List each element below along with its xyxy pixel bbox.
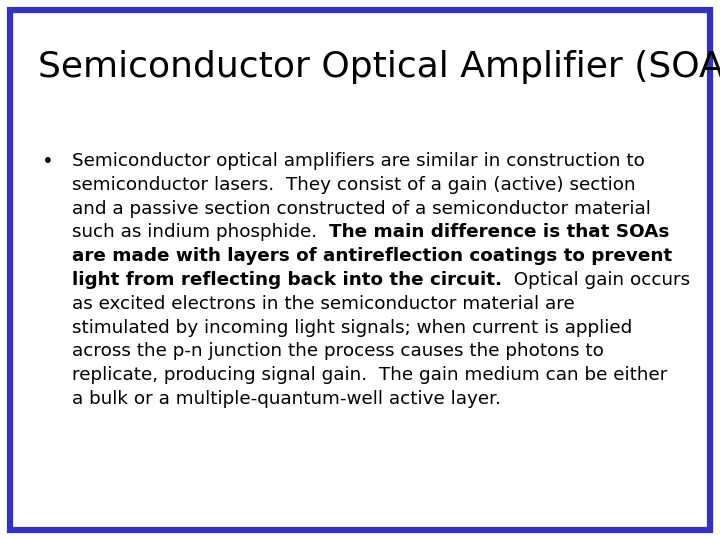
Text: light from reflecting back into the circuit.: light from reflecting back into the circ… — [72, 271, 502, 289]
Text: semiconductor lasers.  They consist of a gain (active) section: semiconductor lasers. They consist of a … — [72, 176, 636, 194]
Text: Semiconductor optical amplifiers are similar in construction to: Semiconductor optical amplifiers are sim… — [72, 152, 645, 170]
Text: such as indium phosphide.: such as indium phosphide. — [72, 224, 329, 241]
Text: replicate, producing signal gain.  The gain medium can be either: replicate, producing signal gain. The ga… — [72, 366, 667, 384]
Text: Optical gain occurs: Optical gain occurs — [502, 271, 690, 289]
Text: stimulated by incoming light signals; when current is applied: stimulated by incoming light signals; wh… — [72, 319, 632, 336]
FancyBboxPatch shape — [10, 10, 710, 530]
Text: a bulk or a multiple-quantum-well active layer.: a bulk or a multiple-quantum-well active… — [72, 390, 501, 408]
Text: across the p-n junction the process causes the photons to: across the p-n junction the process caus… — [72, 342, 604, 360]
Text: The main difference is that SOAs: The main difference is that SOAs — [329, 224, 670, 241]
Text: Semiconductor Optical Amplifier (SOA): Semiconductor Optical Amplifier (SOA) — [38, 50, 720, 84]
Text: are made with layers of antireflection coatings to prevent: are made with layers of antireflection c… — [72, 247, 672, 265]
Text: as excited electrons in the semiconductor material are: as excited electrons in the semiconducto… — [72, 295, 575, 313]
Text: and a passive section constructed of a semiconductor material: and a passive section constructed of a s… — [72, 200, 651, 218]
Text: •: • — [42, 152, 54, 171]
